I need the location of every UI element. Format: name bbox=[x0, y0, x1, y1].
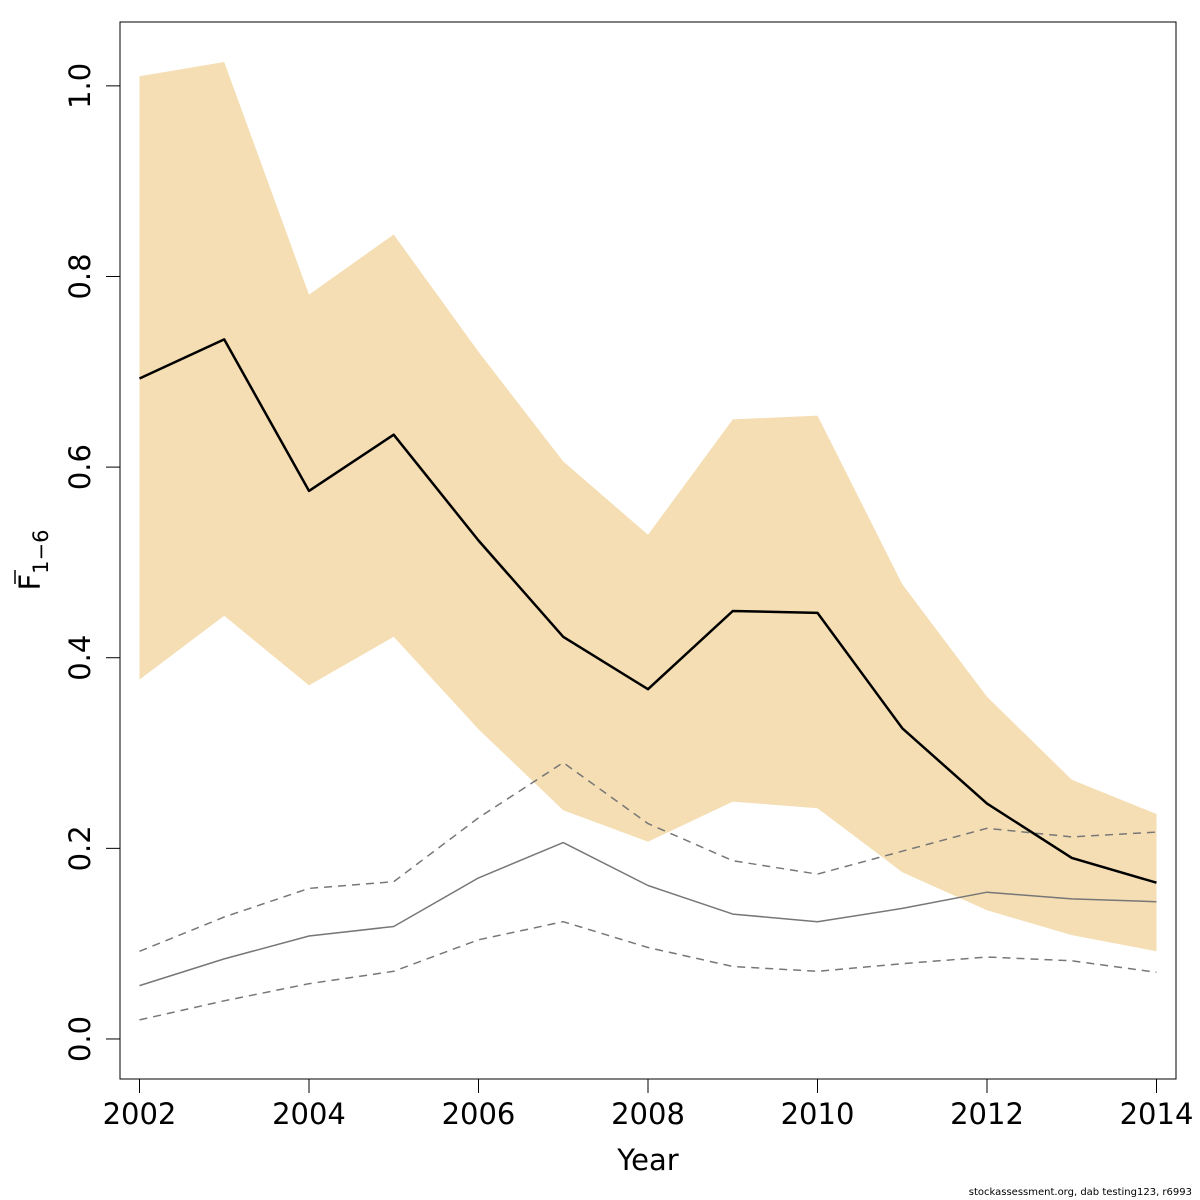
y-axis-title-base: F bbox=[13, 574, 47, 591]
footnote: stockassessment.org, dab testing123, r69… bbox=[969, 1187, 1192, 1198]
x-tick-label: 2012 bbox=[950, 1097, 1024, 1131]
y-tick-label: 1.0 bbox=[63, 63, 97, 109]
y-tick-label: 0.0 bbox=[63, 1016, 97, 1062]
y-tick-label: 0.2 bbox=[63, 825, 97, 871]
svg-text:F1−6: F1−6 bbox=[13, 529, 53, 590]
x-axis-title: Year bbox=[616, 1143, 678, 1177]
y-tick-label: 0.4 bbox=[63, 635, 97, 681]
reference-line bbox=[139, 841, 1157, 987]
y-tick-label: 0.8 bbox=[63, 253, 97, 299]
x-tick-label: 2014 bbox=[1120, 1097, 1194, 1131]
y-axis-title-subscript: 1−6 bbox=[29, 529, 53, 573]
x-tick-label: 2006 bbox=[442, 1097, 516, 1131]
x-tick-label: 2010 bbox=[781, 1097, 855, 1131]
confidence-band bbox=[139, 62, 1157, 952]
x-tick-label: 2004 bbox=[272, 1097, 346, 1131]
y-axis-title: F1−6 bbox=[13, 529, 53, 590]
estimate-line bbox=[138, 338, 1157, 884]
reference-upper-line bbox=[139, 761, 1157, 952]
reference-lower-line bbox=[139, 920, 1157, 1021]
x-tick-label: 2008 bbox=[611, 1097, 685, 1131]
y-tick-label: 0.6 bbox=[63, 444, 97, 490]
x-tick-label: 2002 bbox=[103, 1097, 177, 1131]
